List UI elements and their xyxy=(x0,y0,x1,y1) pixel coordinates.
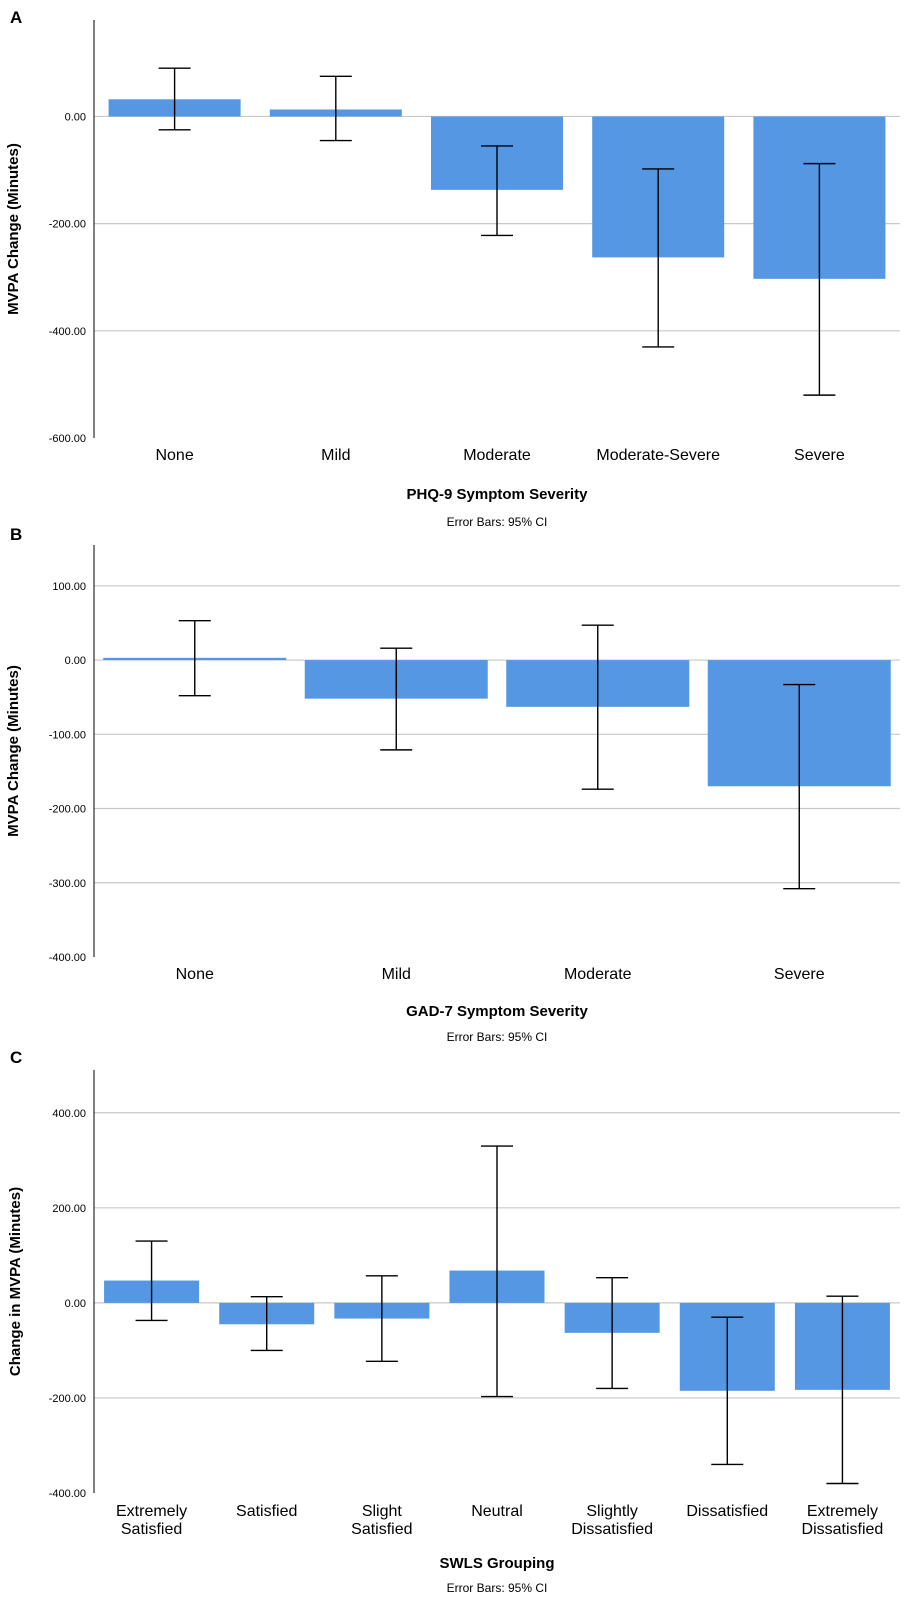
y-tick-label: 0.00 xyxy=(65,1298,86,1310)
y-axis-title: MVPA Change (Minutes) xyxy=(5,143,22,315)
x-tick-label: Severe xyxy=(794,447,845,464)
x-tick-label: Neutral xyxy=(471,1503,523,1520)
y-tick-label: -400.00 xyxy=(49,1488,86,1500)
y-tick-label: 200.00 xyxy=(52,1203,86,1215)
panel-letter: B xyxy=(10,525,22,544)
x-tick-label: None xyxy=(155,447,193,464)
x-tick-label: None xyxy=(176,966,214,983)
x-tick-label: Dissatisfied xyxy=(571,1521,653,1538)
error-bar-note: Error Bars: 95% CI xyxy=(447,1030,548,1044)
y-tick-label: -400.00 xyxy=(49,326,86,338)
y-tick-label: -200.00 xyxy=(49,219,86,231)
x-tick-label: Severe xyxy=(774,966,825,983)
x-axis-title: PHQ-9 Symptom Severity xyxy=(407,486,589,503)
x-tick-label: Slight xyxy=(362,1503,403,1520)
x-axis-title: GAD-7 Symptom Severity xyxy=(406,1003,588,1020)
chart-panel-b: B -400.00 -300.00 -200.00 -100.00 0.00 100.00 N… xyxy=(5,525,900,1044)
chart-panel-c: C -400.00 -200.00 0.00 200.00 400.00 Extremely… xyxy=(7,1048,900,1595)
y-tick-label: 0.00 xyxy=(65,111,86,123)
x-tick-label: Dissatisfied xyxy=(802,1521,884,1538)
x-tick-label: Extremely xyxy=(116,1503,187,1520)
y-tick-label: -200.00 xyxy=(49,1393,86,1405)
panel-letter: C xyxy=(10,1048,22,1067)
x-tick-label: Moderate xyxy=(463,447,531,464)
x-tick-label: Moderate-Severe xyxy=(596,447,720,464)
x-tick-label: Satisfied xyxy=(351,1521,412,1538)
error-bar-note: Error Bars: 95% CI xyxy=(447,1581,548,1595)
y-tick-label: -600.00 xyxy=(49,433,86,445)
panel-letter: A xyxy=(10,8,22,27)
y-axis-title: MVPA Change (Minutes) xyxy=(5,665,22,837)
x-tick-label: Dissatisfied xyxy=(686,1503,768,1520)
error-bar-note: Error Bars: 95% CI xyxy=(447,515,548,529)
y-tick-label: -300.00 xyxy=(49,878,86,890)
x-tick-label: Mild xyxy=(321,447,350,464)
x-tick-label: Slightly xyxy=(586,1503,638,1520)
x-tick-label: Mild xyxy=(382,966,411,983)
y-tick-label: 0.00 xyxy=(65,655,86,667)
chart-panel-a: A -600.00 -400.00 -200.00 0.00 None Mild Modera… xyxy=(5,8,900,529)
x-axis-title: SWLS Grouping xyxy=(440,1555,555,1572)
x-tick-label: Extremely xyxy=(807,1503,878,1520)
x-tick-label: Satisfied xyxy=(236,1503,297,1520)
x-tick-label: Satisfied xyxy=(121,1521,182,1538)
y-tick-label: -400.00 xyxy=(49,952,86,964)
y-tick-label: -100.00 xyxy=(49,729,86,741)
y-axis-title: Change in MVPA (Minutes) xyxy=(7,1187,24,1376)
x-tick-label: Moderate xyxy=(564,966,632,983)
y-tick-label: 400.00 xyxy=(52,1108,86,1120)
y-tick-label: -200.00 xyxy=(49,804,86,816)
y-tick-label: 100.00 xyxy=(52,581,86,593)
